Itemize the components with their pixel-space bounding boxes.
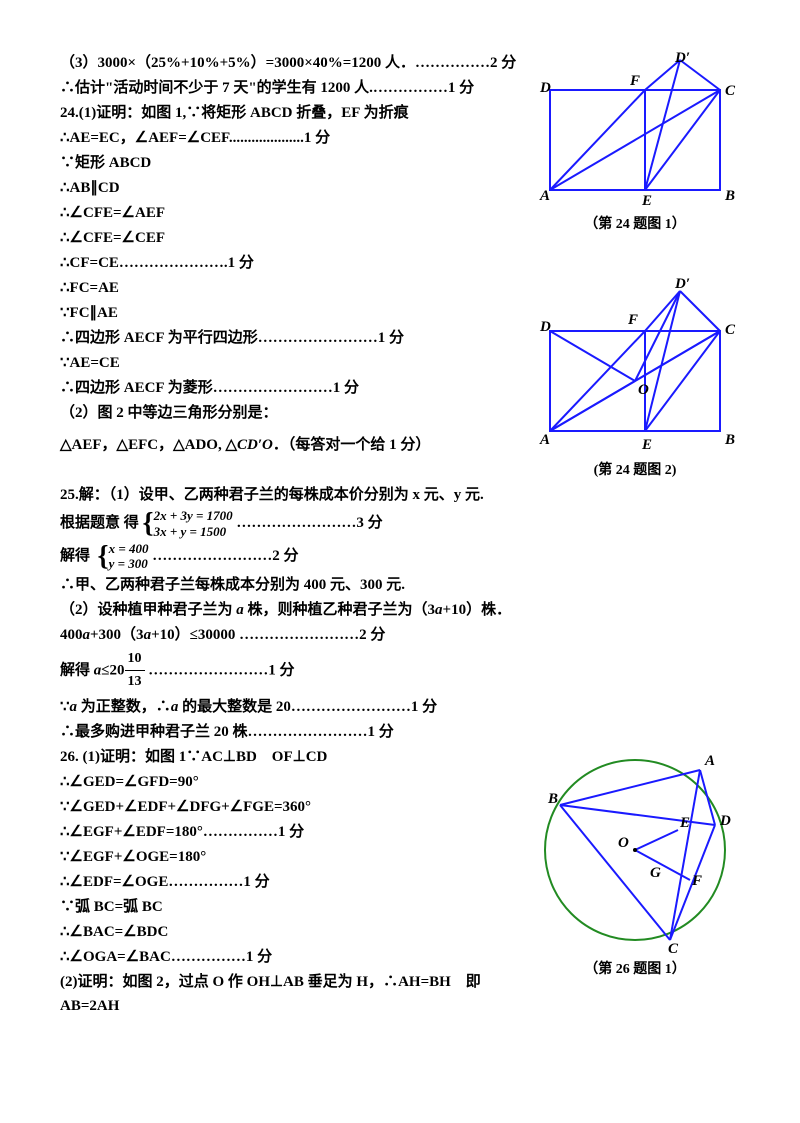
svg-text:C: C [725, 322, 736, 338]
svg-text:F: F [629, 73, 640, 89]
svg-text:E: E [641, 193, 652, 209]
svg-text:C: C [668, 941, 679, 955]
q25-6: 400a+300（3a+10）≤30000 ……………………2 分 [60, 623, 740, 647]
fig24-2-caption: (第 24 题图 2) [530, 460, 740, 482]
svg-text:D′: D′ [674, 50, 690, 66]
svg-text:E: E [641, 437, 652, 453]
fig24-1-caption: （第 24 题图 1） [530, 214, 740, 236]
fig24-2-svg: D D′ F C O A E B [530, 276, 740, 456]
q24-7: ∴CF=CE………………….1 分 [60, 251, 740, 275]
svg-text:F: F [691, 873, 702, 889]
svg-text:O: O [618, 835, 629, 851]
svg-text:C: C [725, 83, 736, 99]
svg-text:A: A [704, 753, 715, 769]
svg-text:G: G [650, 865, 661, 881]
svg-text:A: A [539, 188, 550, 204]
svg-text:B: B [547, 791, 558, 807]
svg-text:F: F [627, 312, 638, 328]
svg-text:A: A [539, 432, 550, 448]
figure-26: A B D O E G F C （第 26 题图 1） [530, 745, 740, 981]
q25-4: ∴甲、乙两种君子兰每株成本分别为 400 元、300 元. [60, 573, 740, 597]
svg-text:B: B [724, 432, 735, 448]
svg-text:D: D [539, 319, 551, 335]
figure-24-2: D D′ F C O A E B (第 24 题图 2) [530, 276, 740, 482]
q25-2: 根据题意 得 {2x + 3y = 17003x + y = 1500 …………… [60, 508, 740, 539]
q25-9: ∴最多购进甲种君子兰 20 株……………………1 分 [60, 720, 740, 744]
svg-text:B: B [724, 188, 735, 204]
svg-text:D′: D′ [674, 276, 690, 292]
svg-text:D: D [719, 813, 731, 829]
svg-text:D: D [539, 80, 551, 96]
q25-8: ∵a 为正整数，∴a 的最大整数是 20……………………1 分 [60, 695, 740, 719]
q25-1: 25.解：（1）设甲、乙两种君子兰的每株成本价分别为 x 元、y 元. [60, 483, 740, 507]
fig26-caption: （第 26 题图 1） [530, 959, 740, 981]
q25-5: （2）设种植甲种君子兰为 a 株，则种植乙种君子兰为（3a+10）株． [60, 598, 740, 622]
figure-24-1: D D′ F C A E B （第 24 题图 1） [530, 50, 740, 236]
svg-text:O: O [638, 382, 649, 398]
svg-text:E: E [679, 815, 690, 831]
q25-7: 解得 a≤201013 ……………………1 分 [60, 648, 740, 694]
fig24-1-svg: D D′ F C A E B [530, 50, 740, 210]
q25-3: 解得 {x = 400y = 300 ……………………2 分 [60, 541, 740, 572]
fig26-svg: A B D O E G F C [530, 745, 740, 955]
